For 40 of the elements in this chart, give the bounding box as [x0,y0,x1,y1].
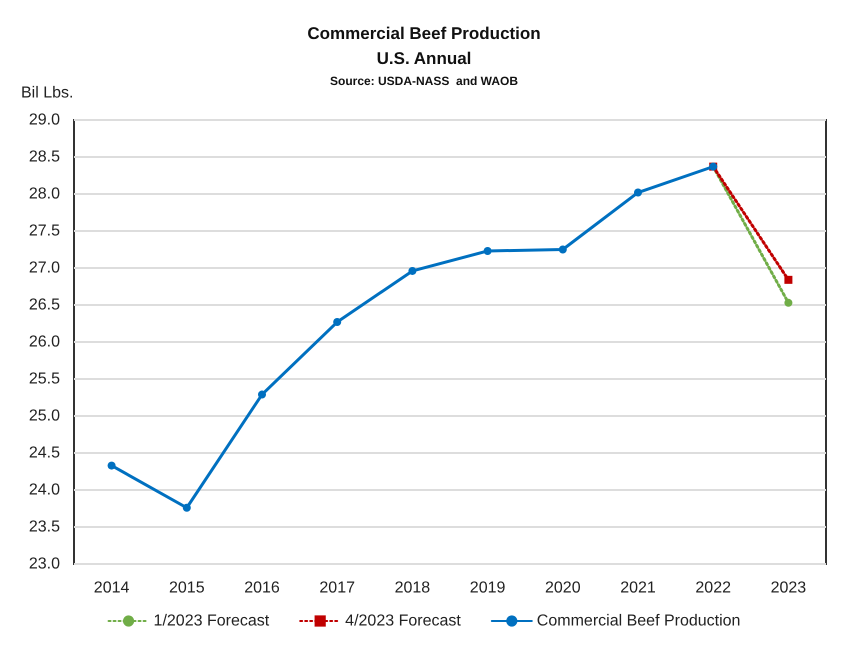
point [408,266,416,275]
y-tick-label: 24.0 [28,482,60,498]
x-tick-label: 2017 [319,580,356,596]
x-tick-label: 2018 [394,580,430,596]
x-tick-label: 2019 [470,580,506,596]
x-tick-label: 2014 [94,580,130,596]
y-tick-label: 28.5 [28,148,60,166]
x-tick-label: 2021 [620,580,656,596]
y-tick-label: 29.0 [28,112,60,128]
y-tick-label: 24.5 [28,444,60,462]
x-tick-label: 2020 [545,580,581,596]
point [558,246,567,254]
y-tick-label: 23.0 [28,556,60,572]
point [258,390,266,399]
x-tick-label: 2022 [695,580,732,596]
point [333,318,342,326]
y-tick-label: 27.0 [28,260,60,276]
y-tick-label: 26.5 [28,296,60,314]
y-tick-label: 25.0 [28,408,60,424]
x-tick-label: 2023 [770,580,806,596]
y-tick-label: 25.5 [28,370,60,388]
y-tick-label: 26.0 [28,334,60,350]
point [182,504,191,512]
source-note: Source: USDA-NASS and WAOB [330,74,518,88]
y-axis-title: Bil Lbs. [21,84,74,102]
point [484,246,492,255]
point [784,276,792,284]
legend-label: 1/2023 Forecast [154,612,270,630]
x-tick-label: 2015 [169,580,205,596]
chart-subtitle: U.S. Annual [376,49,472,68]
y-tick-label: 28.0 [28,186,60,202]
point [784,298,792,307]
chart-title: Commercial Beef Production [307,24,541,43]
y-tick-label: 23.5 [28,518,60,536]
legend-label: 4/2023 Forecast [345,612,462,630]
point [108,462,116,470]
legend-label: Commercial Beef Production [536,612,740,630]
y-tick-label: 27.5 [28,222,60,240]
x-tick-label: 2016 [244,580,280,596]
point [634,188,642,197]
